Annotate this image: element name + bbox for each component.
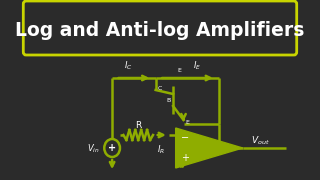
Polygon shape — [176, 128, 243, 168]
Text: $I_E$: $I_E$ — [193, 60, 201, 72]
FancyBboxPatch shape — [23, 1, 297, 55]
Text: $V_{in}$: $V_{in}$ — [87, 143, 100, 155]
Text: $I_R$: $I_R$ — [156, 143, 164, 156]
Text: +: + — [108, 143, 116, 153]
Text: C: C — [157, 86, 162, 91]
Text: B: B — [166, 98, 170, 102]
Text: $I_C$: $I_C$ — [124, 60, 133, 72]
Text: +: + — [181, 153, 189, 163]
Text: E: E — [177, 68, 181, 73]
Text: E: E — [185, 120, 189, 125]
Text: −: − — [181, 133, 189, 143]
Text: $V_{out}$: $V_{out}$ — [252, 135, 270, 147]
Text: R: R — [135, 122, 141, 130]
Text: Log and Anti-log Amplifiers: Log and Anti-log Amplifiers — [15, 21, 305, 39]
